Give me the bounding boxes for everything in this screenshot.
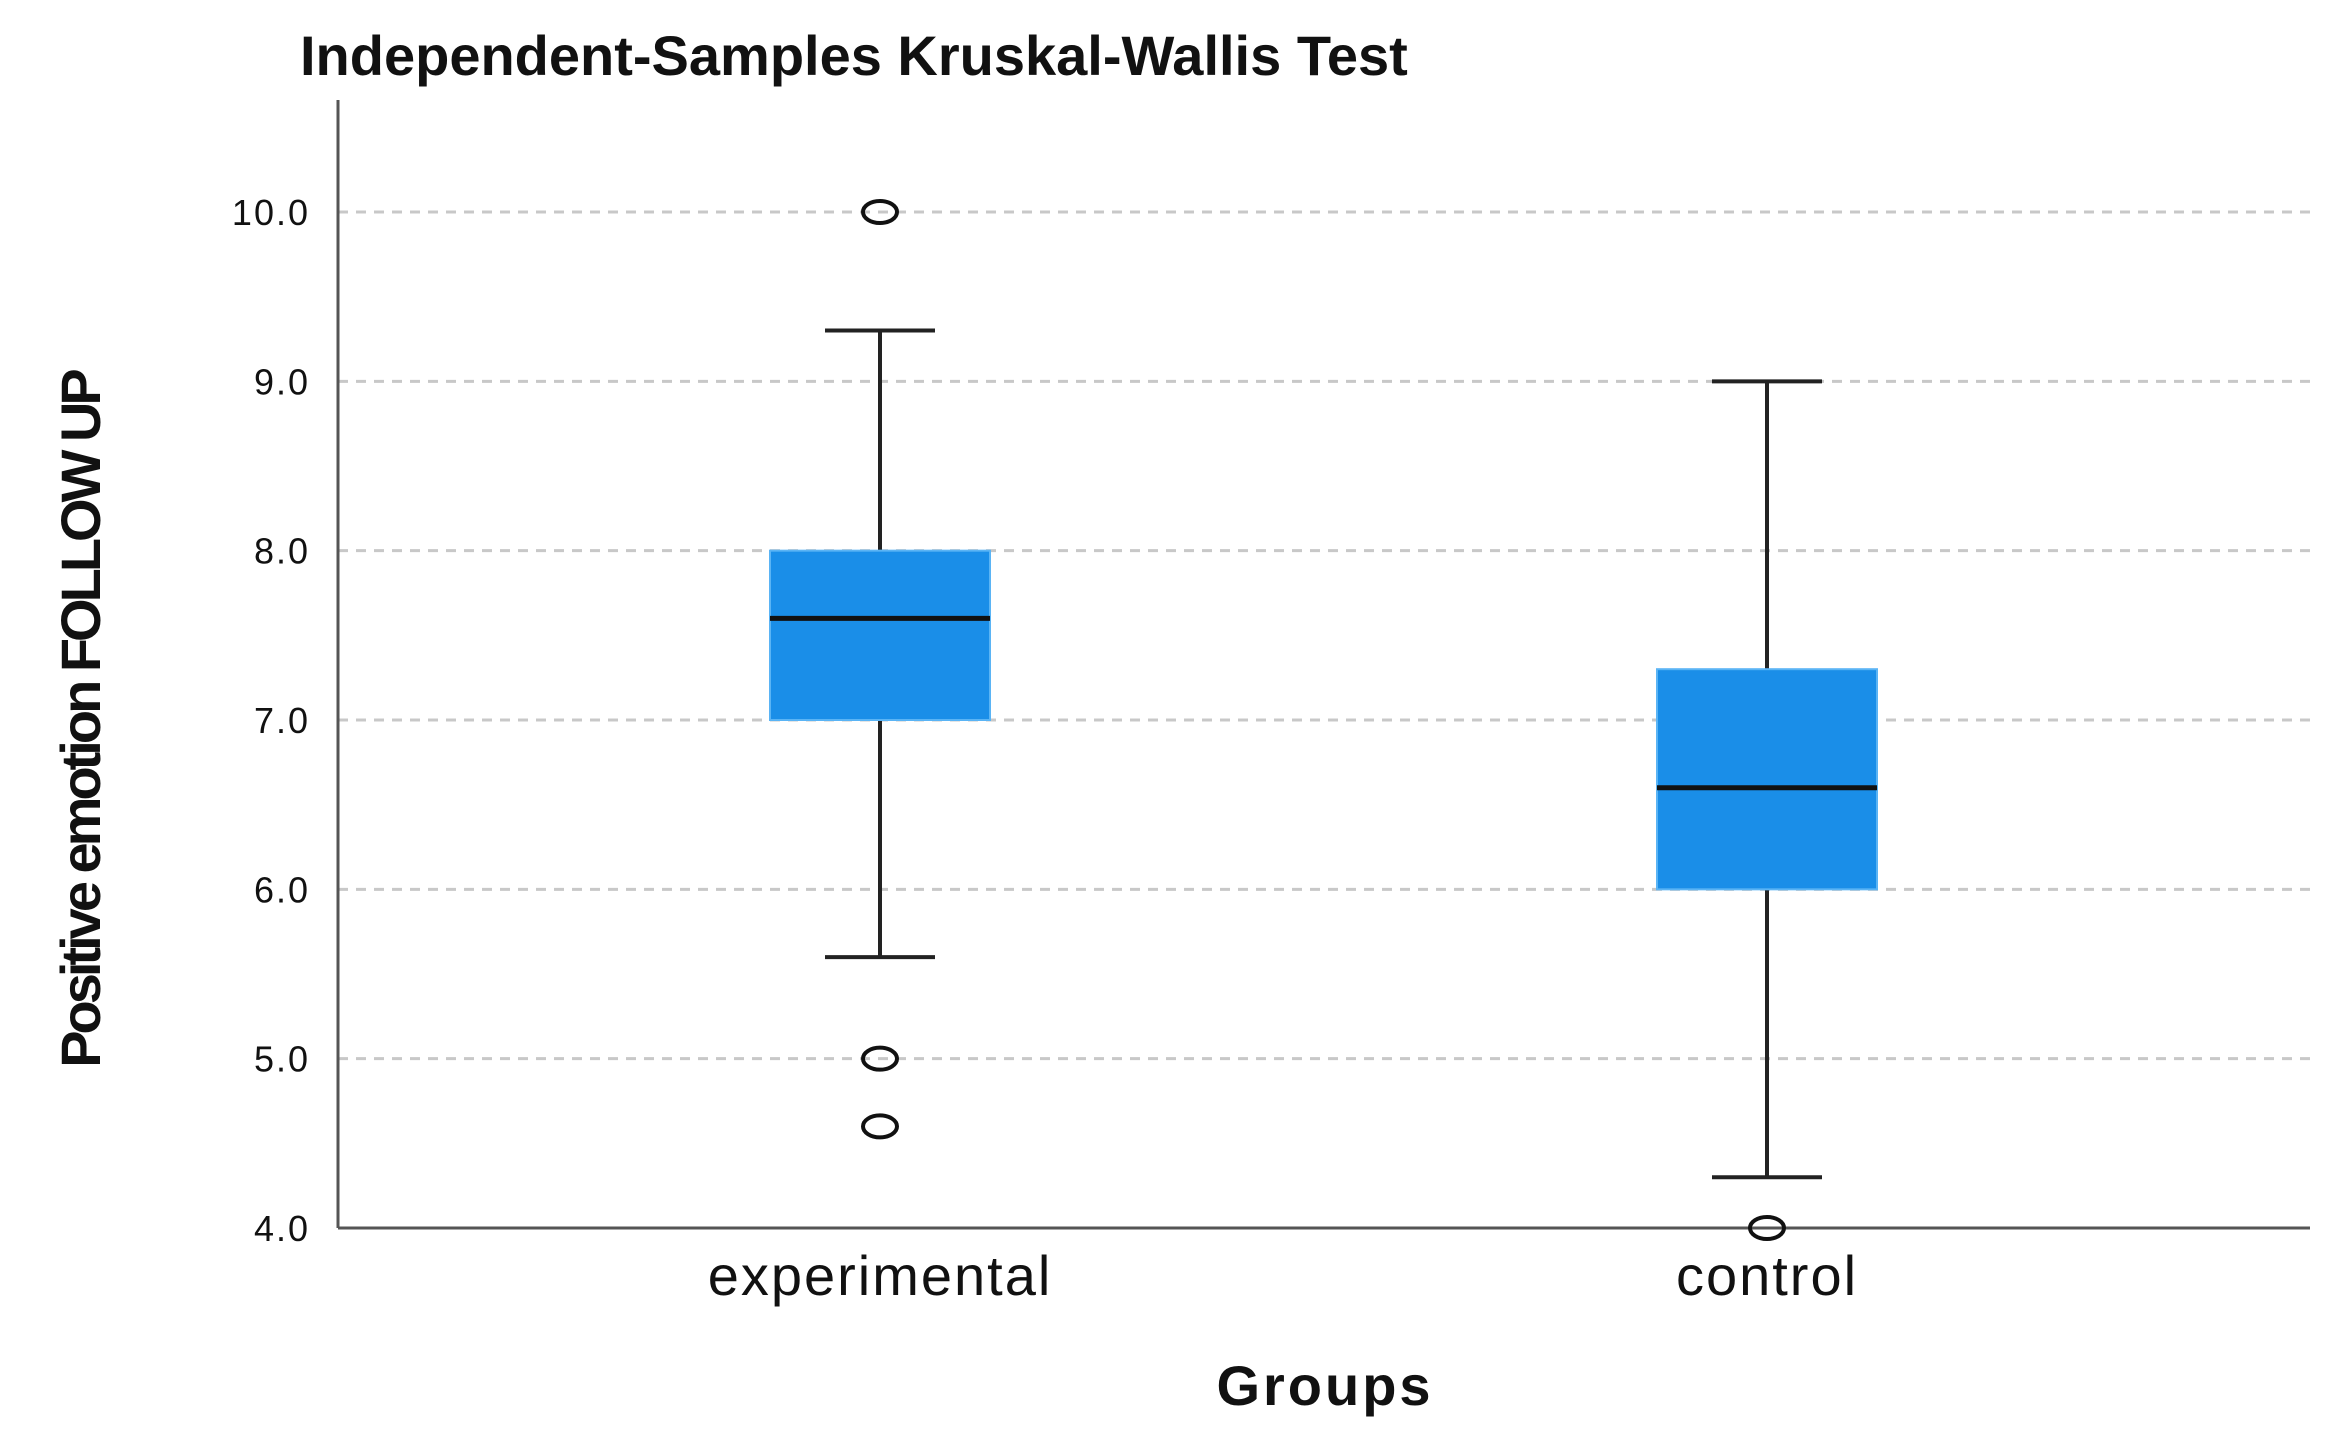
y-tick-label: 9.0 <box>254 361 310 402</box>
box-series <box>769 199 1878 1241</box>
y-tick-label: 7.0 <box>254 700 310 741</box>
y-tick-label: 8.0 <box>254 531 310 572</box>
outlier-point <box>861 199 899 225</box>
box-experimental <box>769 199 991 1140</box>
outlier-point <box>1748 1215 1786 1241</box>
box-control <box>1656 379 1878 1241</box>
x-tick-label-experimental: experimental <box>708 1244 1053 1307</box>
y-tick-label: 4.0 <box>254 1208 310 1249</box>
iqr-box <box>769 549 991 722</box>
y-tick-label: 5.0 <box>254 1039 310 1080</box>
x-axis-label: Groups <box>1216 1354 1433 1417</box>
gridlines <box>338 210 2310 1061</box>
y-tick-label: 10.0 <box>232 192 310 233</box>
outlier-point <box>861 1113 899 1140</box>
y-tick-label: 6.0 <box>254 869 310 910</box>
x-tick-labels: experimental control <box>708 1244 1858 1307</box>
outlier-point <box>861 1045 899 1072</box>
iqr-box <box>1656 668 1878 891</box>
chart-title: Independent-Samples Kruskal-Wallis Test <box>300 24 1408 87</box>
y-tick-labels: 4.0 5.0 6.0 7.0 8.0 9.0 10.0 <box>232 192 310 1249</box>
axes <box>336 100 2310 1230</box>
y-axis-label: Positive emotion FOLLOW UP <box>49 370 112 1068</box>
x-tick-label-control: control <box>1676 1244 1858 1307</box>
